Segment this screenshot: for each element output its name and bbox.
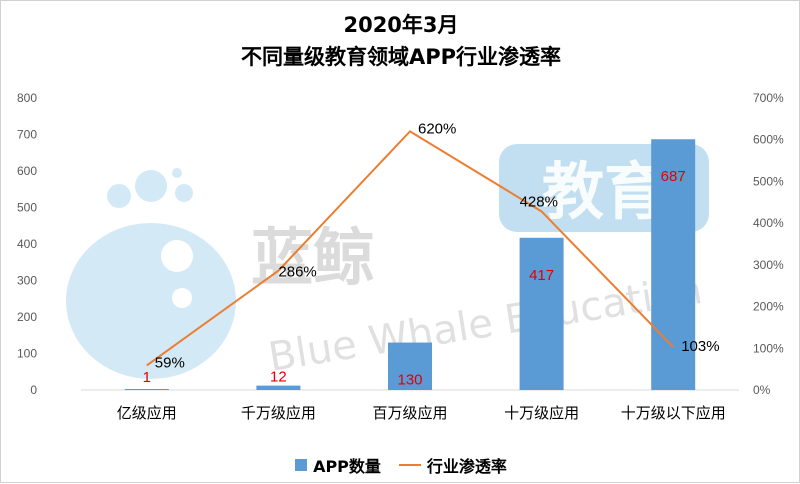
y-left-tick-label: 300 [17, 274, 37, 288]
chart-title-line1: 2020年3月 [343, 13, 459, 37]
line-value-label: 103% [681, 338, 719, 355]
x-category-label: 千万级应用 [241, 404, 316, 422]
legend-label-bar: APP数量 [313, 457, 381, 476]
watermark-brand-cn-2: 教育 [542, 155, 666, 228]
bar [651, 139, 696, 390]
line-series [146, 130, 674, 367]
line-path [146, 130, 674, 367]
line-value-label: 428% [520, 193, 558, 210]
x-category-label: 十万级应用 [504, 404, 579, 422]
bar [388, 342, 432, 390]
y-left-tick-label: 0 [30, 383, 37, 397]
bar-value-label: 12 [270, 369, 287, 386]
bar-value-label: 1 [143, 369, 151, 386]
legend-swatch-line [398, 464, 421, 466]
y-left-tick-label: 500 [17, 201, 37, 215]
y-right-tick-label: 700% [753, 91, 784, 105]
data-labels: 1 12 130 417 687 59% 286% 620% 428% 103% [143, 120, 720, 388]
bar [519, 237, 564, 390]
chart-title-line2: 不同量级教育领域APP行业渗透率 [240, 45, 562, 69]
bar-series [124, 139, 696, 390]
line-value-label: 620% [418, 120, 456, 137]
y-right-tick-label: 200% [753, 300, 784, 314]
legend-item-line: 行业渗透率 [398, 453, 507, 477]
x-category-label: 百万级应用 [372, 404, 447, 422]
x-category-label: 十万级以下应用 [621, 404, 726, 422]
legend: APP数量 行业渗透率 [1, 453, 800, 477]
line-value-label: 286% [278, 264, 316, 281]
x-category-label: 亿级应用 [117, 404, 177, 422]
y-left-tick-label: 400 [17, 237, 37, 251]
y-left-tick-label: 800 [17, 91, 37, 105]
whale-logo [66, 168, 236, 379]
bar-value-label: 687 [661, 168, 686, 185]
legend-swatch-bar [295, 459, 308, 471]
y-left-tick-label: 600 [17, 164, 37, 178]
bar [256, 385, 301, 390]
y-right-tick-label: 400% [753, 216, 784, 230]
legend-label-line: 行业渗透率 [426, 457, 507, 476]
y-left-tick-label: 200 [17, 310, 37, 324]
y-right-tick-label: 100% [753, 341, 784, 355]
y-right-tick-label: 500% [753, 174, 784, 188]
y-right-tick-label: 0% [753, 383, 771, 397]
watermark-brand-cn: 蓝鲸 [251, 221, 375, 294]
y-right-tick-label: 300% [753, 258, 784, 272]
bar-value-label: 417 [529, 267, 554, 284]
legend-item-bar: APP数量 [295, 453, 381, 477]
y-left-tick-label: 100 [17, 347, 37, 361]
bar-value-label: 130 [397, 372, 422, 389]
y-right-tick-label: 600% [753, 133, 784, 147]
axes: 0 100 200 300 400 500 600 700 800 0% 100% 200% 300% 4… [17, 91, 784, 422]
watermark: 蓝鲸 教育 Blue Whale Education [66, 144, 709, 381]
y-left-tick-label: 700 [17, 128, 37, 142]
bar [124, 389, 169, 390]
line-value-label: 59% [155, 354, 185, 371]
